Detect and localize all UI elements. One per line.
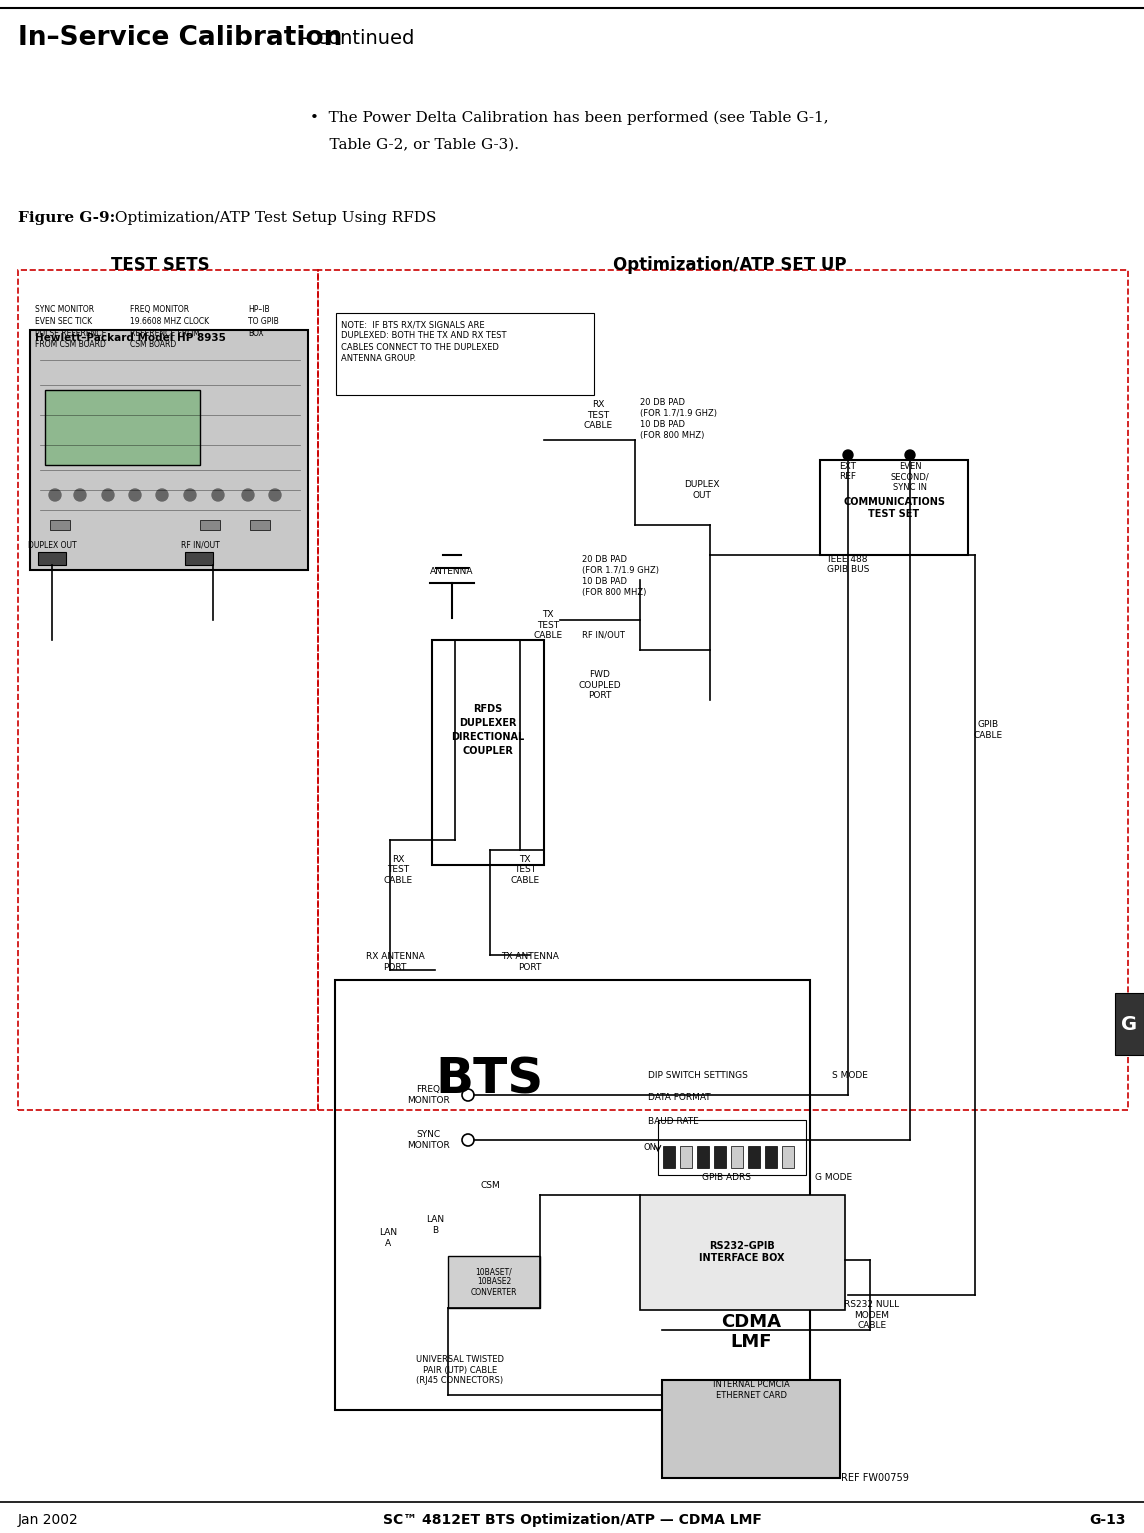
Text: DATA FORMAT: DATA FORMAT — [648, 1093, 710, 1102]
Text: Optimization/ATP Test Setup Using RFDS: Optimization/ATP Test Setup Using RFDS — [110, 212, 436, 225]
Bar — [251, 520, 270, 530]
Bar — [45, 389, 200, 464]
Bar — [820, 460, 968, 555]
Text: FWD
COUPLED
PORT: FWD COUPLED PORT — [579, 670, 621, 701]
Text: Table G-2, or Table G-3).: Table G-2, or Table G-3). — [310, 138, 519, 152]
Bar — [680, 1147, 692, 1168]
Text: GPIB
CABLE: GPIB CABLE — [974, 721, 1002, 740]
Text: 10BASET/
10BASE2
CONVERTER: 10BASET/ 10BASE2 CONVERTER — [470, 1268, 517, 1297]
Bar — [658, 1121, 807, 1174]
Text: CDMA
LMF: CDMA LMF — [721, 1312, 781, 1352]
Bar — [662, 1380, 840, 1478]
Text: Hewlett–Packard Model HP 8935: Hewlett–Packard Model HP 8935 — [35, 333, 225, 343]
Circle shape — [129, 489, 141, 501]
Bar — [639, 1196, 845, 1311]
Text: FREQ MONITOR
19.6608 MHZ CLOCK
REFERENCE FROM
CSM BOARD: FREQ MONITOR 19.6608 MHZ CLOCK REFERENCE… — [130, 305, 209, 350]
Text: Optimization/ATP SET UP: Optimization/ATP SET UP — [613, 256, 847, 274]
Text: HP–IB
TO GPIB
BOX: HP–IB TO GPIB BOX — [248, 305, 279, 337]
Text: CSM: CSM — [480, 1180, 500, 1190]
Text: G-13: G-13 — [1089, 1513, 1126, 1527]
Text: DIP SWITCH SETTINGS: DIP SWITCH SETTINGS — [648, 1070, 748, 1079]
Text: EVEN
SECOND/
SYNC IN: EVEN SECOND/ SYNC IN — [891, 461, 929, 492]
Text: RFDS
DUPLEXER
DIRECTIONAL
COUPLER: RFDS DUPLEXER DIRECTIONAL COUPLER — [452, 704, 525, 756]
Text: FREQ
MONITOR: FREQ MONITOR — [406, 1085, 450, 1105]
Bar — [731, 1147, 742, 1168]
Text: GPIB ADRS: GPIB ADRS — [702, 1173, 750, 1182]
Text: TX
TEST
CABLE: TX TEST CABLE — [510, 855, 540, 885]
Circle shape — [74, 489, 86, 501]
Circle shape — [212, 489, 224, 501]
Bar — [432, 639, 545, 865]
Text: RX
TEST
CABLE: RX TEST CABLE — [583, 400, 612, 429]
Text: Jan 2002: Jan 2002 — [18, 1513, 79, 1527]
Text: INTERNAL PCMCIA
ETHERNET CARD: INTERNAL PCMCIA ETHERNET CARD — [713, 1380, 789, 1400]
Circle shape — [905, 451, 915, 460]
Text: DUPLEX
OUT: DUPLEX OUT — [684, 480, 720, 500]
Bar — [336, 313, 594, 396]
Text: TX ANTENNA
PORT: TX ANTENNA PORT — [501, 952, 559, 972]
Bar — [448, 1256, 540, 1308]
Text: SYNC
MONITOR: SYNC MONITOR — [406, 1130, 450, 1150]
Text: 20 DB PAD
(FOR 1.7/1.9 GHZ)
10 DB PAD
(FOR 800 MHZ): 20 DB PAD (FOR 1.7/1.9 GHZ) 10 DB PAD (F… — [639, 399, 717, 440]
Text: LAN
A: LAN A — [379, 1228, 397, 1248]
Text: NOTE:  IF BTS RX/TX SIGNALS ARE
DUPLEXED: BOTH THE TX AND RX TEST
CABLES CONNECT: NOTE: IF BTS RX/TX SIGNALS ARE DUPLEXED:… — [341, 320, 507, 363]
Text: REF FW00759: REF FW00759 — [841, 1473, 909, 1482]
Text: COMMUNICATIONS
TEST SET: COMMUNICATIONS TEST SET — [843, 497, 945, 518]
Bar — [38, 552, 66, 566]
Text: RS232–GPIB
INTERFACE BOX: RS232–GPIB INTERFACE BOX — [699, 1242, 785, 1263]
Bar — [318, 270, 1128, 1110]
Bar — [697, 1147, 709, 1168]
Text: LAN
B: LAN B — [426, 1216, 444, 1234]
Text: RX
TEST
CABLE: RX TEST CABLE — [383, 855, 413, 885]
Bar — [30, 330, 308, 570]
Bar — [748, 1147, 760, 1168]
Text: RF IN/OUT: RF IN/OUT — [582, 630, 625, 639]
Text: ANTENNA: ANTENNA — [430, 567, 474, 576]
Text: 20 DB PAD
(FOR 1.7/1.9 GHZ)
10 DB PAD
(FOR 800 MHZ): 20 DB PAD (FOR 1.7/1.9 GHZ) 10 DB PAD (F… — [582, 555, 659, 598]
Bar — [714, 1147, 726, 1168]
Circle shape — [269, 489, 281, 501]
Bar — [765, 1147, 777, 1168]
Text: BAUD RATE: BAUD RATE — [648, 1118, 699, 1127]
Text: DUPLEX OUT: DUPLEX OUT — [27, 541, 77, 550]
Text: ON: ON — [643, 1144, 656, 1153]
Text: In–Service Calibration: In–Service Calibration — [18, 25, 342, 51]
Bar — [782, 1147, 794, 1168]
Text: Figure G-9:: Figure G-9: — [18, 212, 116, 225]
Text: S MODE: S MODE — [832, 1070, 868, 1079]
Text: RF IN/OUT: RF IN/OUT — [181, 541, 220, 550]
Circle shape — [243, 489, 254, 501]
Text: SYNC MONITOR
EVEN SEC TICK
PULSE REFERENCE
FROM CSM BOARD: SYNC MONITOR EVEN SEC TICK PULSE REFEREN… — [35, 305, 106, 350]
Circle shape — [843, 451, 853, 460]
Text: TEST SETS: TEST SETS — [111, 256, 209, 274]
Circle shape — [102, 489, 114, 501]
Text: – continued: – continued — [295, 29, 414, 48]
Bar — [18, 270, 318, 1110]
Text: UNIVERSAL TWISTED
PAIR (UTP) CABLE
(RJ45 CONNECTORS): UNIVERSAL TWISTED PAIR (UTP) CABLE (RJ45… — [416, 1355, 505, 1384]
Bar — [200, 520, 220, 530]
Text: G: G — [1121, 1015, 1137, 1033]
Circle shape — [49, 489, 61, 501]
Bar — [1115, 993, 1144, 1055]
Text: IEEE 488
GPIB BUS: IEEE 488 GPIB BUS — [827, 555, 869, 575]
Bar — [664, 1147, 675, 1168]
Circle shape — [184, 489, 196, 501]
Circle shape — [156, 489, 168, 501]
Text: TX
TEST
CABLE: TX TEST CABLE — [533, 610, 563, 639]
Text: RS232 NULL
MODEM
CABLE: RS232 NULL MODEM CABLE — [844, 1300, 899, 1331]
Text: EXT
REF: EXT REF — [840, 461, 857, 481]
Bar — [335, 980, 810, 1410]
Text: •  The Power Delta Calibration has been performed (see Table G-1,: • The Power Delta Calibration has been p… — [310, 110, 828, 126]
Text: RX ANTENNA
PORT: RX ANTENNA PORT — [366, 952, 424, 972]
Text: G MODE: G MODE — [815, 1173, 852, 1182]
Text: SC™ 4812ET BTS Optimization/ATP — CDMA LMF: SC™ 4812ET BTS Optimization/ATP — CDMA L… — [382, 1513, 762, 1527]
Bar — [185, 552, 213, 566]
Bar — [50, 520, 70, 530]
Text: BTS: BTS — [436, 1056, 545, 1104]
